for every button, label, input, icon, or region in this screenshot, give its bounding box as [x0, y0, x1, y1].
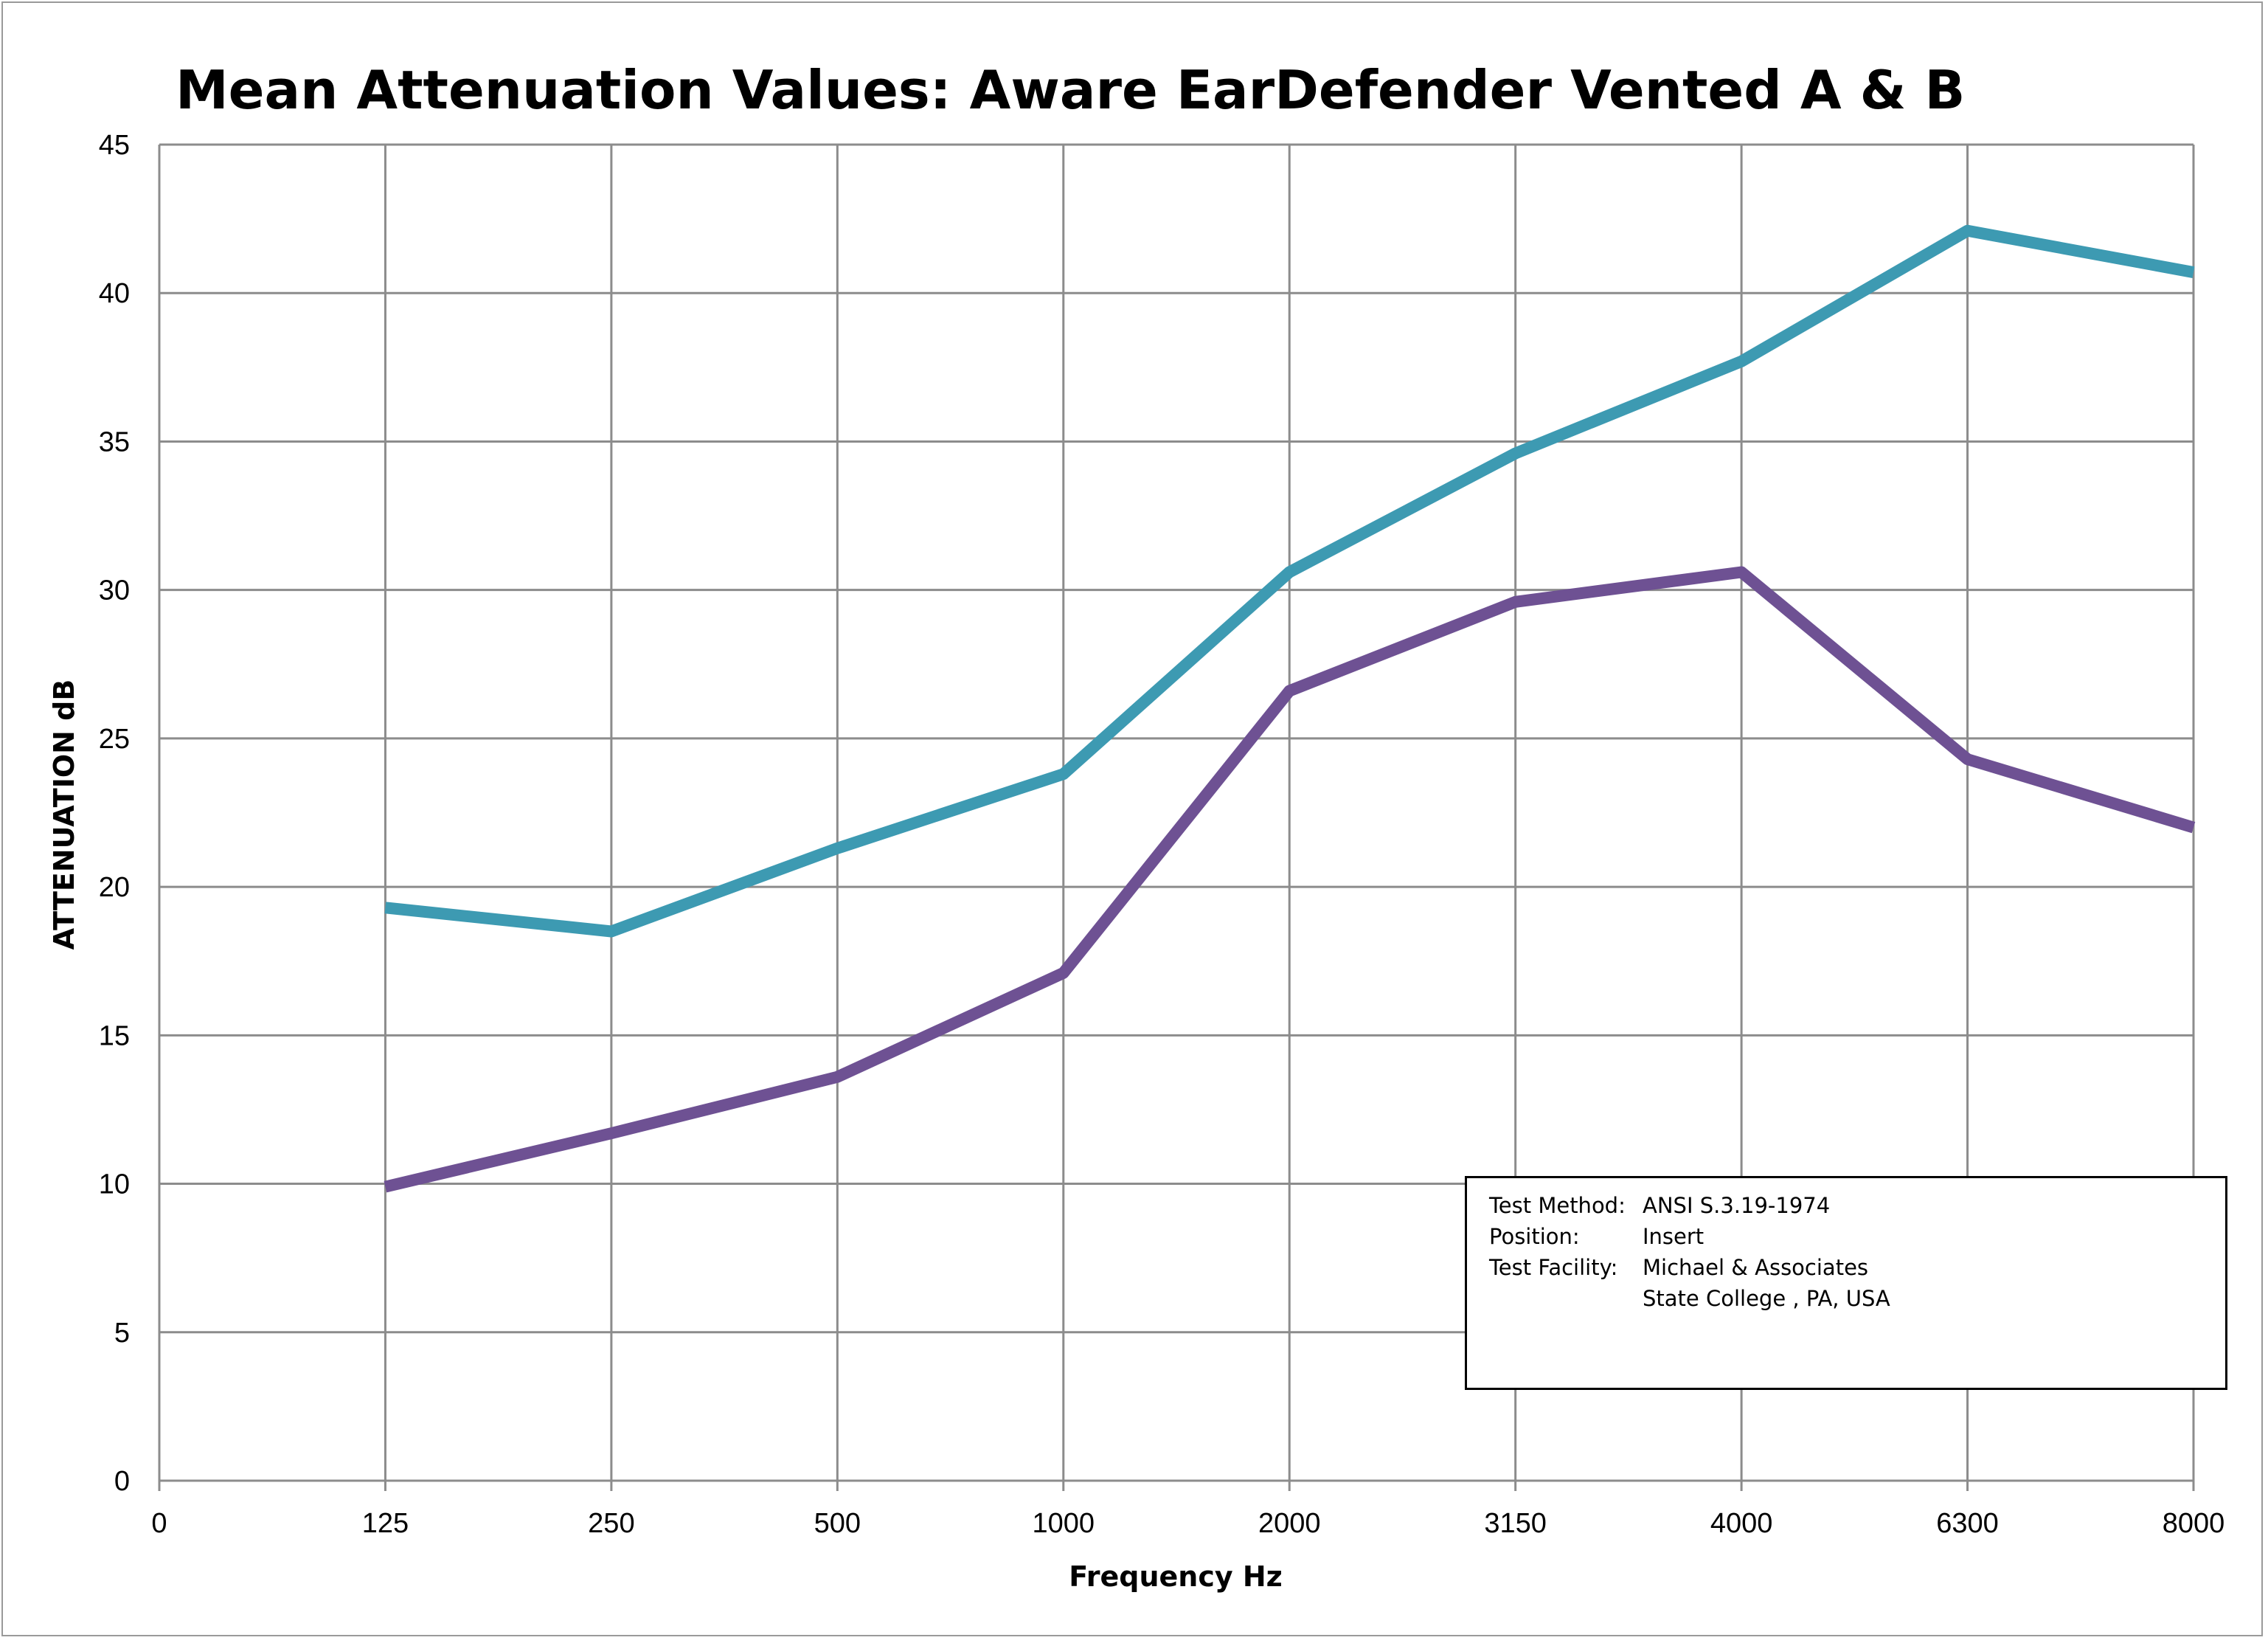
info-key: Test Facility:: [1489, 1255, 1618, 1280]
y-tick-label: 40: [99, 278, 130, 309]
x-tick-label: 500: [814, 1508, 861, 1539]
info-row: State College , PA, USA: [1489, 1283, 2225, 1314]
x-tick-label: 4000: [1710, 1508, 1773, 1539]
x-axis-ticks: 0 125 250 500 1000 2000 3150 4000 6300 8000: [151, 1508, 2224, 1539]
series-lines: [384, 224, 2196, 1193]
y-tick-label: 0: [114, 1466, 130, 1497]
y-tick-label: 20: [99, 872, 130, 903]
info-row: Test Facility: Michael & Associates: [1489, 1252, 2225, 1283]
info-key: Position:: [1489, 1224, 1580, 1249]
x-axis-title: Frequency Hz: [1069, 1560, 1283, 1593]
x-tick-label: 125: [362, 1508, 409, 1539]
y-axis-ticks: 0 5 10 15 20 25 30 35 40 45: [99, 130, 130, 1497]
info-key: Test Method:: [1489, 1193, 1626, 1218]
series-line-1: [384, 224, 2195, 938]
info-key: [1489, 1283, 1643, 1314]
info-value: Michael & Associates: [1643, 1255, 1869, 1280]
info-value: State College , PA, USA: [1643, 1286, 1890, 1311]
chart-title: Mean Attenuation Values: Aware EarDefend…: [176, 59, 1965, 121]
x-tick-label: 6300: [1936, 1508, 1999, 1539]
y-tick-label: 10: [99, 1169, 130, 1200]
y-tick-label: 30: [99, 575, 130, 606]
y-tick-label: 25: [99, 724, 130, 755]
info-value: Insert: [1643, 1224, 1705, 1249]
x-tick-label: 1000: [1033, 1508, 1095, 1539]
y-tick-label: 5: [114, 1318, 130, 1349]
y-tick-label: 45: [99, 130, 130, 161]
x-tick-label: 3150: [1484, 1508, 1547, 1539]
gridlines: [158, 143, 2195, 1491]
x-tick-label: 0: [151, 1508, 167, 1539]
y-tick-label: 15: [99, 1020, 130, 1051]
info-row: Test Method: ANSI S.3.19-1974: [1489, 1190, 2225, 1221]
y-axis-title: ATTENUATION dB: [48, 679, 80, 950]
info-row: Position: Insert: [1489, 1221, 2225, 1252]
y-tick-label: 35: [99, 426, 130, 457]
series-line-2: [384, 566, 2196, 1193]
x-tick-label: 2000: [1258, 1508, 1321, 1539]
info-value: ANSI S.3.19-1974: [1643, 1193, 1831, 1218]
x-tick-label: 8000: [2163, 1508, 2225, 1539]
test-info-box: Test Method: ANSI S.3.19-1974 Position: Ins…: [1465, 1176, 2227, 1390]
x-tick-label: 250: [588, 1508, 634, 1539]
